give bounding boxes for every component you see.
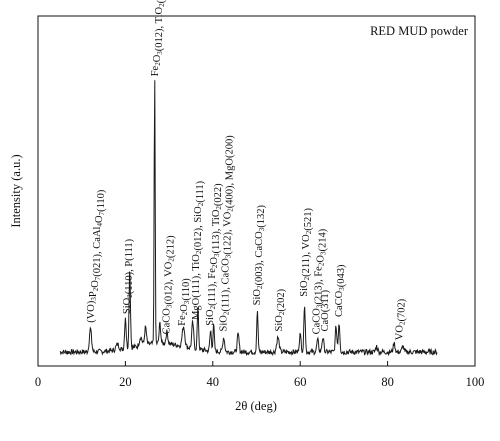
peak-annotation: CaCO3(213), Fe2O3(214) <box>311 228 328 334</box>
peak-annotation: SiO2(111), CaCO3(122), VO2(400), MgO(200… <box>218 135 235 332</box>
peak-annotation: SiO2(110), P(111) <box>122 238 135 314</box>
peak-annotation: SiO2(003), CaCO3(132) <box>252 205 267 306</box>
chart-title: RED MUD powder <box>370 24 469 38</box>
x-tick-label: 100 <box>466 375 485 389</box>
plot-frame <box>37 15 476 367</box>
peak-annotation: MgO(111), TiO2(012), SiO2(111) <box>191 180 206 320</box>
peak-annotation: CaO(311) <box>320 289 331 331</box>
peak-annotation: Fe2O3(012), TiO2(120) <box>150 0 167 76</box>
peak-annotation: SiO2(202) <box>274 288 287 331</box>
peak-annotation: CaCO3(043) <box>334 264 347 317</box>
x-tick-label: 40 <box>207 375 220 389</box>
peak-annotation: SiO2(111), Fe2O3(113), TiO2(022) <box>205 183 224 326</box>
x-axis-label: 2θ (deg) <box>235 399 277 413</box>
x-tick-label: 80 <box>381 375 394 389</box>
x-tick-label: 20 <box>119 375 132 389</box>
peak-annotation: SiO2(211), VO2(521) <box>299 208 314 297</box>
x-axis-ticks: 0 20 40 60 80 100 <box>35 361 485 389</box>
xrd-pattern-line <box>59 80 438 357</box>
peak-annotation: Fe2O3(110) <box>177 278 192 326</box>
y-axis-label: Intensity (a.u.) <box>9 154 23 227</box>
peak-annotations: (VO)3P2O7(021), CaAl4O7(110) SiO2(110), P… <box>86 0 408 340</box>
peak-annotation: VO2(702) <box>394 298 407 340</box>
x-tick-label: 60 <box>294 375 307 389</box>
peak-annotation: (VO)3P2O7(021), CaAl4O7(110) <box>86 189 107 323</box>
peak-annotation: CaCO3(012), VO2(212) <box>162 235 177 334</box>
x-tick-label: 0 <box>35 375 41 389</box>
